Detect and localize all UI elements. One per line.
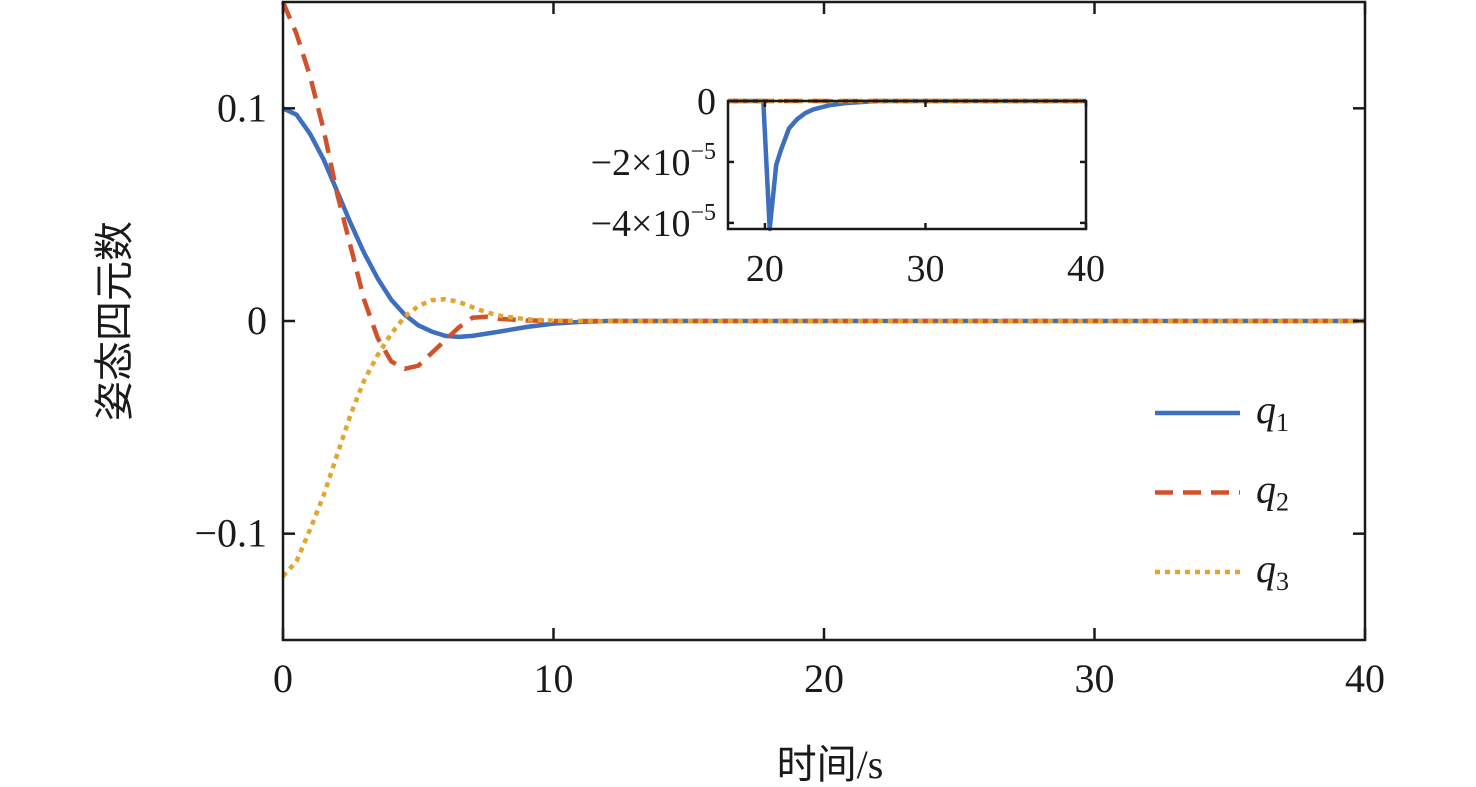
x-tick-label: 40 <box>1067 248 1105 290</box>
main-plot: 0 10 20 30 40−0.100.1 <box>194 0 1385 701</box>
x-tick-label: 40 <box>1345 656 1385 701</box>
y-tick-label: −0.1 <box>194 511 267 556</box>
legend-label-main: q <box>1256 467 1276 512</box>
y-axis-label: 姿态四元数 <box>92 221 137 421</box>
tick-mantissa: 0 <box>697 81 716 123</box>
tick-mantissa: −2×10 <box>591 142 691 184</box>
y-tick-label: 0 <box>697 81 716 123</box>
series-line-q1 <box>728 98 1086 232</box>
y-tick-label: −4×10−5 <box>591 200 716 245</box>
legend-label-q2: q2 <box>1256 467 1289 517</box>
legend-label-sub: 2 <box>1276 488 1289 517</box>
series-line-q1 <box>282 106 1365 340</box>
legend-label-sub: 3 <box>1276 567 1289 596</box>
series-line-q2 <box>280 1 1365 372</box>
legend-label-q3: q3 <box>1256 546 1289 596</box>
y-tick-label: −2×10−5 <box>591 139 716 184</box>
legend-label-main: q <box>1256 546 1276 591</box>
tick-exponent: −5 <box>690 139 716 165</box>
x-axis-label: 时间/s <box>777 742 884 787</box>
y-tick-label: 0.1 <box>217 85 267 130</box>
axes-frame <box>726 99 1088 231</box>
inset-plot: 20 30 40−4×10−5−2×10−50 <box>591 81 1105 290</box>
tick-exponent: −5 <box>690 200 716 226</box>
series-line-q3 <box>281 296 1365 578</box>
y-tick-label: 0 <box>247 298 267 343</box>
tick-mantissa: −4×10 <box>591 203 691 245</box>
legend-label-main: q <box>1256 387 1276 432</box>
x-tick-label: 20 <box>746 248 784 290</box>
x-tick-label: 20 <box>804 656 844 701</box>
x-tick-label: 10 <box>534 656 574 701</box>
legend-label-sub: 1 <box>1276 408 1289 437</box>
x-tick-label: 30 <box>906 248 944 290</box>
x-tick-label: 30 <box>1075 656 1115 701</box>
x-tick-label: 0 <box>273 656 293 701</box>
legend-label-q1: q1 <box>1256 387 1289 437</box>
